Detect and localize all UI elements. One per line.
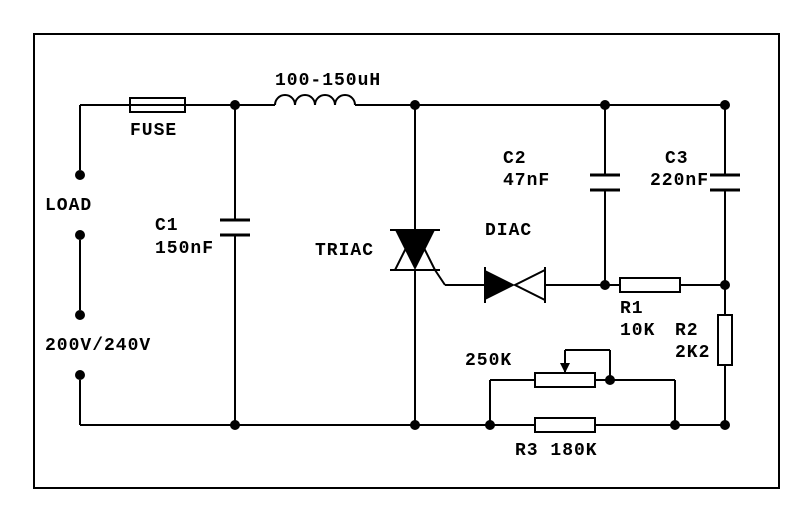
diac-triangle	[515, 270, 545, 300]
label-c3: C3	[665, 149, 689, 169]
junction-dot	[671, 421, 679, 429]
resistor-r3	[535, 418, 595, 432]
junction-dot	[231, 421, 239, 429]
pot-arrow	[560, 363, 570, 373]
label-c2: C2	[503, 149, 527, 169]
diac-triangle	[485, 270, 515, 300]
junction-dot	[411, 421, 419, 429]
label-c1: C1	[155, 216, 179, 236]
junction-dot	[231, 101, 239, 109]
junction-dot	[601, 281, 609, 289]
label-r2val: 2K2	[675, 343, 710, 363]
junction-dot	[486, 421, 494, 429]
terminal-dot	[76, 231, 84, 239]
label-r3: R3 180K	[515, 441, 598, 461]
terminal-dot	[76, 311, 84, 319]
resistor-r2	[718, 315, 732, 365]
junction-dot	[721, 281, 729, 289]
label-inductor: 100-150uH	[275, 71, 381, 91]
junction-dot	[721, 421, 729, 429]
junction-dot	[721, 101, 729, 109]
triac-gate	[435, 270, 445, 285]
junction-dot	[601, 101, 609, 109]
terminal-dot	[76, 171, 84, 179]
label-triac: TRIAC	[315, 241, 374, 261]
resistor-r1	[620, 278, 680, 292]
terminal-dot	[76, 371, 84, 379]
label-c2val: 47nF	[503, 171, 550, 191]
triac-triangle	[395, 230, 435, 270]
junction-dot	[411, 101, 419, 109]
label-r2: R2	[675, 321, 699, 341]
inductor-symbol	[275, 95, 355, 105]
potentiometer	[535, 373, 595, 387]
label-diac: DIAC	[485, 221, 532, 241]
label-r1: R1	[620, 299, 644, 319]
schematic-frame: FUSE 100-150uH LOAD 200V/240V C1 150nF T…	[0, 0, 811, 519]
label-c1val: 150nF	[155, 239, 214, 259]
label-load: LOAD	[45, 196, 92, 216]
circuit-svg: FUSE 100-150uH LOAD 200V/240V C1 150nF T…	[35, 35, 778, 487]
schematic-canvas: FUSE 100-150uH LOAD 200V/240V C1 150nF T…	[33, 33, 780, 489]
label-c3val: 220nF	[650, 171, 709, 191]
junction-dot	[606, 376, 614, 384]
label-pot: 250K	[465, 351, 512, 371]
label-r1val: 10K	[620, 321, 655, 341]
label-voltage: 200V/240V	[45, 336, 151, 356]
label-fuse: FUSE	[130, 121, 177, 141]
